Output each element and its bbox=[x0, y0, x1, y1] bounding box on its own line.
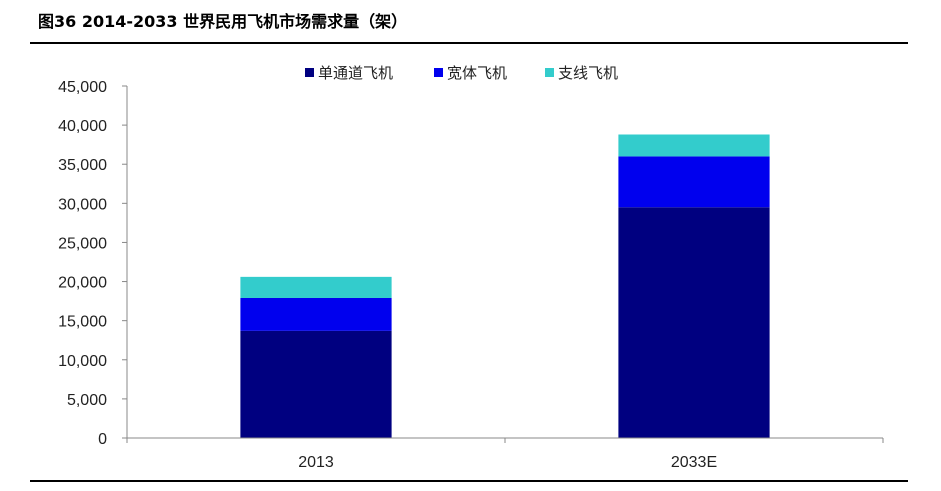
bar-segment-1-2033E bbox=[618, 207, 770, 438]
bar-stack-area bbox=[240, 134, 770, 438]
legend-swatch bbox=[545, 68, 554, 77]
y-tick-label: 30,000 bbox=[58, 196, 107, 213]
y-tick-label: 0 bbox=[98, 431, 107, 448]
y-tick-label: 35,000 bbox=[58, 157, 107, 174]
bar-segment-1-2013 bbox=[240, 330, 392, 438]
bottom-divider bbox=[30, 480, 908, 482]
legend-label: 单通道飞机 bbox=[318, 64, 393, 82]
y-axis: 0 5,000 10,000 15,000 20,000 25,000 30,000 35,0… bbox=[58, 79, 128, 448]
legend-label: 支线飞机 bbox=[558, 64, 618, 82]
chart-legend: 单通道飞机 宽体飞机 支线飞机 bbox=[305, 64, 618, 82]
legend-swatch bbox=[434, 68, 443, 77]
bar-segment-2-2033E bbox=[618, 156, 770, 208]
legend-swatch bbox=[305, 68, 314, 77]
title-divider bbox=[30, 42, 908, 44]
y-tick-label: 20,000 bbox=[58, 275, 107, 292]
figure-title: 图36 2014-2033 世界民用飞机市场需求量（架） bbox=[38, 12, 408, 31]
y-tick-label: 15,000 bbox=[58, 314, 107, 331]
y-tick-label: 25,000 bbox=[58, 235, 107, 252]
bar-segment-2-2013 bbox=[240, 297, 392, 331]
bar-segment-3-2033E bbox=[618, 134, 770, 157]
x-tick-label: 2033E bbox=[671, 454, 717, 471]
y-tick-label: 45,000 bbox=[58, 79, 107, 96]
y-tick-label: 40,000 bbox=[58, 118, 107, 135]
bar-segment-3-2013 bbox=[240, 276, 392, 298]
x-tick-label: 2013 bbox=[298, 454, 334, 471]
y-tick-label: 10,000 bbox=[58, 353, 107, 370]
x-axis: 2013 2033E bbox=[126, 437, 884, 471]
y-tick-label: 5,000 bbox=[67, 392, 107, 409]
legend-label: 宽体飞机 bbox=[447, 64, 507, 82]
